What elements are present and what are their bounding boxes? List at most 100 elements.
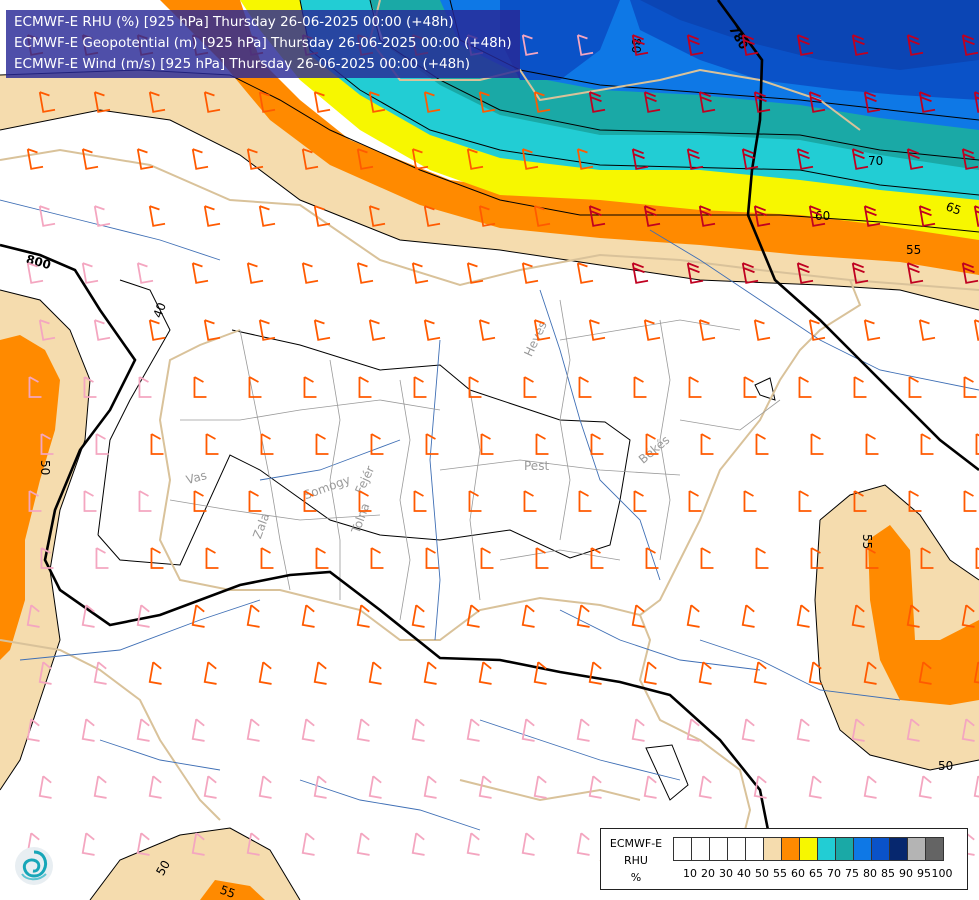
wind-barb [576,262,594,284]
legend-swatch [925,837,944,861]
wind-barb [148,91,166,113]
wind-barb [975,547,979,569]
rhu-label: 55 [906,243,921,257]
wind-barb [533,205,551,227]
wind-barb [576,718,590,742]
legend-swatch [871,837,890,861]
wind-barb [961,34,979,56]
wind-barb [796,148,814,170]
legend-tick-label: 70 [827,867,841,880]
wind-barb [686,262,704,284]
wind-barb [411,718,425,742]
legend-tick-label: 65 [809,867,823,880]
wind-barb [796,718,810,742]
rhu-east-blob [815,485,979,770]
rhu-label: 50 [153,858,173,878]
wind-barb [631,604,645,628]
rhu-label: 40 [151,301,169,320]
wind-barb [853,376,867,398]
wind-barb [356,832,370,856]
wind-barb [753,319,771,341]
wind-barb [741,718,755,742]
wind-barb [480,433,494,455]
wind-barb [38,91,56,113]
wind-barb [248,376,262,398]
wind-barb [906,34,924,56]
rhu-band-65 [240,0,979,240]
legend-swatch [781,837,800,861]
wind-barb [423,775,437,799]
wind-barb [148,205,166,227]
place-labels: Vas Somogy Fejér Zala Tolna Pest Heves B… [184,319,672,540]
wind-barb [313,775,327,799]
wind-barb [698,661,712,685]
wind-barb [246,148,264,170]
wind-barb [28,490,42,512]
wind-barb [808,205,826,227]
wind-barb [193,376,207,398]
wind-barb [313,205,331,227]
wind-barb [920,433,934,455]
wind-barb [863,91,881,113]
wind-barb [136,718,150,742]
wind-barb [423,91,441,113]
wind-barb [425,433,439,455]
legend-tick-label: 85 [881,867,895,880]
wind-barb [468,490,482,512]
wind-barb [203,205,221,227]
wind-barb [906,718,920,742]
wind-barb [301,718,315,742]
wind-barb [423,319,441,341]
wind-barb [258,319,276,341]
wind-barb [753,775,767,799]
wind-barb [576,34,594,56]
legend-swatch [907,837,926,861]
wind-barb [368,775,382,799]
wind-barb [203,319,221,341]
wind-barb [301,604,315,628]
wind-barb [246,718,260,742]
wind-barb [411,148,429,170]
wind-barb [851,262,869,284]
wind-barb [643,319,661,341]
wind-barb [743,376,757,398]
wind-barb [698,319,716,341]
wind-barb [753,91,771,113]
wind-barb [356,718,370,742]
wind-barb [631,262,649,284]
wind-barb [863,775,877,799]
wind-barb [478,319,496,341]
wind-barb [138,376,152,398]
wind-barb [260,547,274,569]
wind-barb [796,34,814,56]
legend-title-model: ECMWF-E [609,837,663,850]
wind-barb [698,91,716,113]
legend-swatch [817,837,836,861]
wind-barb [973,91,979,113]
wind-barb [191,148,209,170]
place-label-somogy: Somogy [302,473,353,503]
legend-swatch [745,837,764,861]
legend-tick-label: 10 [683,867,697,880]
wind-barb [963,490,977,512]
wind-barb [313,661,327,685]
wind-barb [590,433,604,455]
wind-barb [191,262,209,284]
wind-barb [643,205,661,227]
rhu-band-75 [370,0,979,170]
map-title-box: ECMWF-E RHU (%) [925 hPa] Thursday 26-06… [6,10,520,78]
wind-barb [260,433,274,455]
wind-barb [918,775,932,799]
wind-barb [796,604,810,628]
legend-swatch [835,837,854,861]
wind-barb [798,490,812,512]
wind-barb [193,490,207,512]
wind-barb [81,262,99,284]
wind-barb [148,775,162,799]
rhu-band-70 [300,0,979,200]
wind-barb [741,34,759,56]
wind-barb [205,547,219,569]
wind-barb [205,433,219,455]
wind-barb [83,376,97,398]
wind-barb [413,490,427,512]
